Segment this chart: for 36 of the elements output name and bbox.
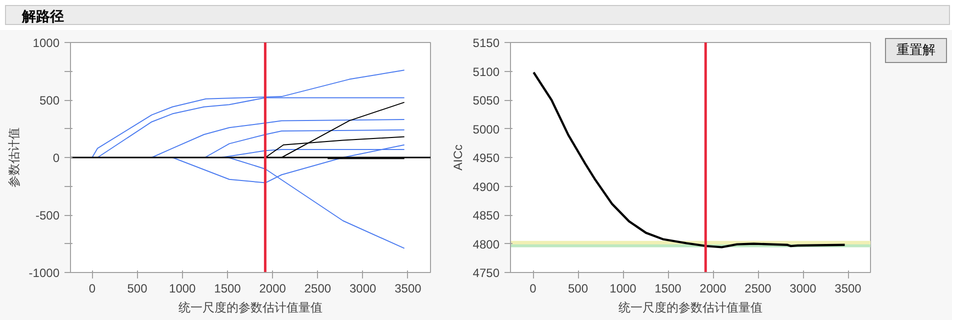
x-tick-label: 3500 bbox=[394, 282, 422, 296]
y-tick-label: 5150 bbox=[472, 36, 500, 50]
x-tick-label: 0 bbox=[88, 282, 96, 296]
x-axis-title: 统一尺度的参数估计值量值 bbox=[618, 300, 762, 314]
y-tick-label: 5050 bbox=[472, 94, 500, 108]
y-tick-label: 0 bbox=[52, 151, 60, 165]
x-tick-label: 1500 bbox=[214, 282, 242, 296]
x-tick-label: 1500 bbox=[654, 282, 682, 296]
y-tick-label: 4900 bbox=[472, 180, 500, 194]
x-tick-label: 2500 bbox=[744, 282, 772, 296]
y-axis-title: 参数估计值 bbox=[6, 128, 21, 188]
x-tick-label: 2500 bbox=[304, 282, 332, 296]
x-tick-label: 0 bbox=[530, 282, 537, 296]
y-tick-label: -1000 bbox=[28, 266, 60, 280]
y-tick-label: -500 bbox=[35, 208, 60, 222]
y-tick-label: 5100 bbox=[472, 64, 500, 79]
y-tick-label: 4950 bbox=[472, 151, 500, 165]
x-tick-label: 500 bbox=[127, 282, 148, 296]
x-tick-label: 1000 bbox=[169, 282, 196, 296]
x-tick-label: 3500 bbox=[834, 282, 862, 296]
x-tick-label: 1000 bbox=[610, 282, 637, 296]
y-tick-label: 1000 bbox=[32, 36, 60, 50]
x-tick-label: 2000 bbox=[700, 282, 727, 296]
chart-title: 解路径 bbox=[22, 7, 64, 26]
x-tick-label: 3000 bbox=[349, 282, 377, 296]
y-tick-label: 4750 bbox=[472, 266, 500, 280]
y-tick-label: 4850 bbox=[472, 208, 500, 222]
y-tick-label: 5000 bbox=[472, 122, 500, 136]
y-tick-label: 4800 bbox=[472, 237, 500, 252]
text: 重置解 bbox=[896, 41, 936, 59]
y-tick-label: 500 bbox=[39, 94, 60, 108]
x-tick-label: 3000 bbox=[790, 282, 817, 296]
x-tick-label: 2000 bbox=[259, 282, 286, 296]
x-axis-title: 统一尺度的参数估计值量值 bbox=[178, 300, 322, 314]
y-axis-title: AICc bbox=[450, 144, 465, 170]
x-tick-label: 500 bbox=[568, 282, 588, 296]
